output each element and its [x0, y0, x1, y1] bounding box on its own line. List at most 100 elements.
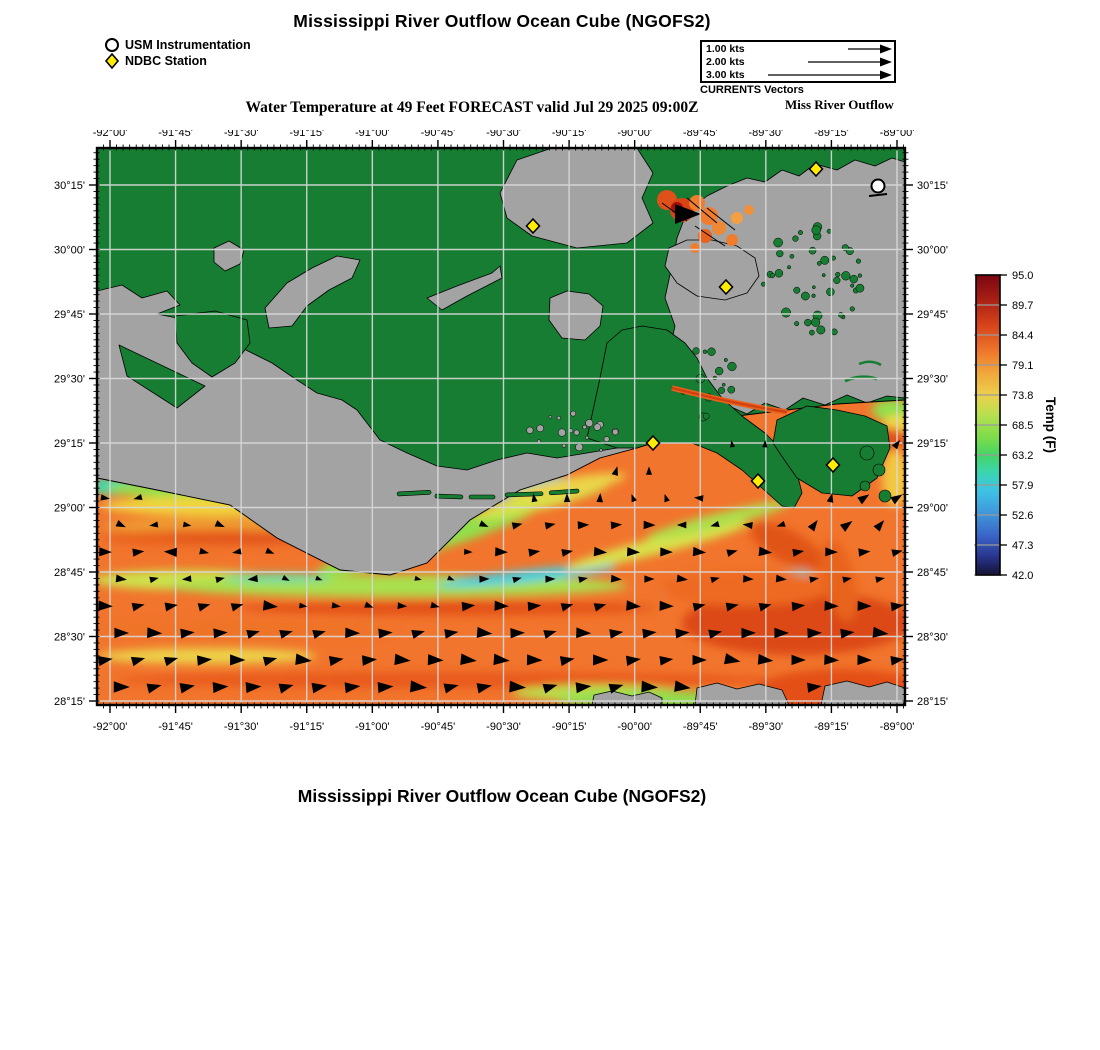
- tick-label: -90°30': [486, 721, 521, 733]
- current-vector: [891, 549, 903, 557]
- current-vector: [891, 439, 901, 450]
- tick-label: -89°45': [683, 130, 718, 139]
- tick-label: -91°30': [224, 721, 259, 733]
- current-vector: [824, 654, 840, 665]
- currents-vector-legend: 1.00 kts 2.00 kts 3.00 kts: [700, 40, 896, 83]
- current-vector: [544, 522, 556, 530]
- ndbc-station-marker: [808, 160, 824, 178]
- current-vector: [344, 682, 361, 694]
- tick-label: -91°15': [289, 721, 324, 733]
- current-vector: [890, 656, 905, 666]
- current-vector: [430, 601, 440, 609]
- tick-label: 30°00': [54, 245, 85, 257]
- current-vector: [776, 520, 786, 527]
- current-vector: [542, 683, 558, 694]
- marsh-island: [858, 360, 882, 367]
- tick-label: -89°00': [880, 721, 915, 733]
- current-vector: [826, 492, 834, 503]
- current-vector: [213, 628, 228, 639]
- current-vector: [443, 683, 459, 694]
- current-vector: [115, 574, 127, 583]
- current-vector: [461, 601, 476, 612]
- current-vector: [444, 629, 459, 639]
- legend-ndbc-label: NDBC Station: [125, 54, 207, 68]
- barrier-island: [396, 490, 432, 497]
- tick-label: -91°30': [224, 130, 259, 139]
- current-vector: [730, 440, 736, 448]
- current-vector: [315, 575, 323, 581]
- tick-label: -90°45': [421, 130, 456, 139]
- current-vector: [345, 627, 361, 639]
- ndbc-station-marker: [718, 278, 734, 296]
- tick-label: -89°45': [683, 721, 718, 733]
- current-vector: [115, 519, 126, 528]
- current-vector: [130, 656, 146, 667]
- current-vector: [825, 547, 838, 557]
- current-vector: [247, 574, 258, 583]
- current-vector: [133, 494, 143, 501]
- vector-legend-row: 2.00 kts: [702, 55, 894, 68]
- tick-label: 29°00': [917, 503, 948, 515]
- tick-label: -89°15': [814, 130, 849, 139]
- marsh-island: [872, 463, 886, 477]
- current-vector: [230, 654, 246, 666]
- current-vector: [762, 439, 768, 448]
- current-vector: [464, 548, 473, 555]
- colorbar-tick-label: 47.3: [1012, 540, 1033, 552]
- current-vector: [478, 520, 489, 527]
- tick-label: 29°15': [54, 438, 85, 450]
- map-plot-svg: -92°00' -92°00' -91°45' -91°45' -91°30' -91°3…: [54, 127, 1058, 733]
- current-vector: [196, 655, 213, 666]
- current-vector: [873, 520, 885, 532]
- tick-label: 29°45': [917, 309, 948, 321]
- barrier-island: [548, 488, 580, 496]
- current-vector: [563, 493, 571, 503]
- current-vector: [675, 204, 701, 224]
- current-vector: [725, 602, 739, 612]
- current-vector: [245, 682, 262, 694]
- current-vector: [674, 680, 691, 692]
- current-vector: [775, 574, 787, 583]
- current-vector: [610, 574, 622, 583]
- current-vector: [857, 494, 870, 505]
- marsh-island: [859, 445, 875, 461]
- current-vector: [642, 628, 657, 639]
- current-vector: [857, 600, 872, 611]
- current-vector: [163, 547, 178, 558]
- current-vector: [312, 630, 326, 639]
- forecast-subtitle: Water Temperature at 49 Feet FORECAST va…: [245, 99, 699, 116]
- vector-legend-row: 1.00 kts: [702, 42, 894, 55]
- current-vector: [476, 626, 493, 638]
- tick-label: -92°00': [93, 721, 128, 733]
- ndbc-station-marker: [645, 434, 661, 452]
- tick-label: 29°45': [54, 309, 85, 321]
- vector-speed-label: 2.00 kts: [706, 55, 745, 68]
- current-vector: [182, 521, 192, 528]
- ndbc-station-marker: [525, 217, 541, 235]
- current-vector: [181, 575, 192, 582]
- station-markers: [525, 160, 886, 490]
- current-vector: [807, 682, 822, 693]
- current-vector: [147, 627, 163, 639]
- current-vector: [543, 630, 557, 639]
- current-vector: [180, 628, 195, 639]
- current-vector: [100, 494, 110, 501]
- tick-label: -91°00': [355, 721, 390, 733]
- tick-label: -90°30': [486, 130, 521, 139]
- tick-label: 29°00': [54, 503, 85, 515]
- current-vectors-layer: [97, 439, 905, 694]
- current-vector: [215, 576, 225, 584]
- current-vector: [758, 546, 773, 557]
- current-vector: [692, 546, 707, 557]
- current-vector: [114, 627, 130, 639]
- current-vector: [493, 653, 510, 666]
- current-vector: [858, 548, 871, 557]
- axes-layer: -92°00' -92°00' -91°45' -91°45' -91°30' -91°3…: [54, 127, 948, 733]
- current-vector: [659, 656, 674, 666]
- current-vector: [212, 681, 229, 694]
- current-vector: [609, 629, 624, 639]
- no-data-water: [499, 148, 654, 249]
- tick-label: 28°15': [917, 696, 948, 708]
- current-vector: [792, 548, 805, 557]
